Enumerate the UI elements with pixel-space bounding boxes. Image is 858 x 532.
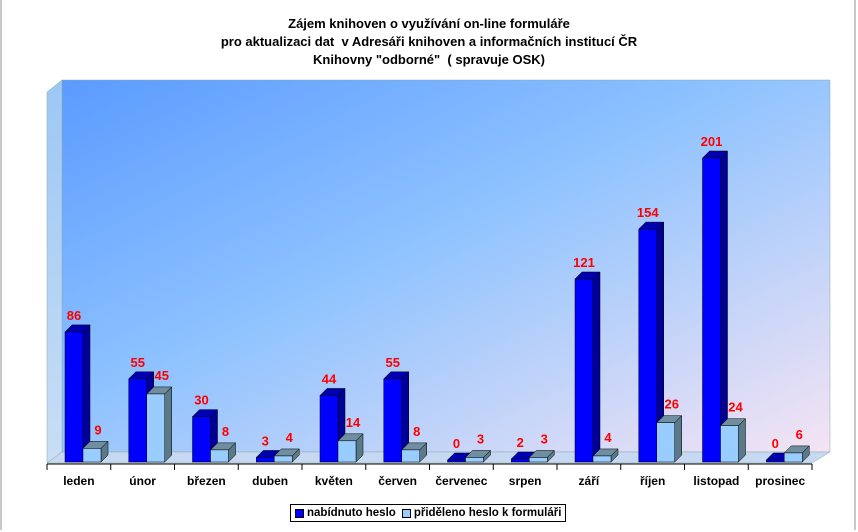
x-tick-label: listopad <box>693 474 739 488</box>
data-label: 3 <box>477 431 484 446</box>
bar-assigned <box>656 422 675 463</box>
bar-side <box>674 415 682 463</box>
title-line-3: Knihovny "odborné" ( spravuje OSK) <box>313 52 545 67</box>
data-label: 26 <box>665 397 679 412</box>
x-tick-label: září <box>579 474 600 488</box>
bar-assigned <box>210 449 229 463</box>
x-tick-label: duben <box>252 474 288 488</box>
bar-offered <box>638 228 657 463</box>
legend-label-assigned: přiděleno heslo k formuláři <box>413 507 562 519</box>
bar-assigned <box>274 455 293 463</box>
floor <box>46 451 831 464</box>
data-label: 8 <box>222 424 229 439</box>
data-label: 3 <box>541 431 548 446</box>
bar-assigned <box>784 452 803 463</box>
data-label: 4 <box>604 430 612 445</box>
x-tick-label: leden <box>63 474 94 488</box>
bar-offered <box>447 459 466 463</box>
bar-offered <box>574 278 594 463</box>
legend-swatch-assigned <box>401 508 411 518</box>
legend-item-assigned: přiděleno heslo k formuláři <box>401 507 562 519</box>
bar-side <box>592 271 601 463</box>
bar-offered <box>319 395 339 463</box>
chart-title: Zájem knihoven o využívání on-line formu… <box>0 15 858 69</box>
x-tick-label: prosinec <box>755 474 805 488</box>
bar-assigned <box>720 425 739 463</box>
data-label: 201 <box>701 134 723 149</box>
bar-offered <box>766 459 785 463</box>
title-line-1: Zájem knihoven o využívání on-line formu… <box>288 16 570 31</box>
data-label: 86 <box>67 308 81 323</box>
bar-side <box>82 324 91 463</box>
legend: nabídnuto heslo přiděleno heslo k formul… <box>290 504 567 522</box>
bar-assigned <box>401 449 420 463</box>
legend-swatch-offered <box>295 508 304 518</box>
data-label: 6 <box>796 427 803 442</box>
bar-assigned <box>146 393 165 463</box>
bar-offered <box>511 458 530 463</box>
data-label: 154 <box>637 205 659 220</box>
data-label: 2 <box>517 435 524 450</box>
data-label: 9 <box>94 422 101 437</box>
bar-assigned <box>337 440 357 463</box>
data-label: 3 <box>262 433 269 448</box>
data-label: 121 <box>573 255 595 270</box>
x-tick-label: červenec <box>435 474 487 488</box>
bar-offered <box>256 457 275 463</box>
x-tick-label: březen <box>187 474 226 488</box>
legend-label-offered: nabídnuto heslo <box>307 507 396 519</box>
data-label: 55 <box>386 355 400 370</box>
data-label: 30 <box>194 393 208 408</box>
title-line-2: pro aktualizaci dat v Adresáři knihoven … <box>220 34 638 49</box>
bar-assigned <box>82 448 102 463</box>
data-label: 44 <box>322 371 337 386</box>
bar-assigned <box>465 457 484 463</box>
x-tick-label: srpen <box>509 474 542 488</box>
x-tick-label: červen <box>378 474 417 488</box>
x-tick-label: únor <box>129 474 156 488</box>
data-label: 4 <box>286 430 294 445</box>
data-label: 55 <box>131 355 145 370</box>
legend-item-offered: nabídnuto heslo <box>295 507 396 519</box>
data-label: 45 <box>155 368 169 383</box>
bar-offered <box>702 157 721 463</box>
bar-offered <box>64 331 84 463</box>
data-label: 24 <box>728 400 743 415</box>
bar-offered <box>192 416 211 463</box>
x-tick-label: říjen <box>640 474 665 488</box>
side-wall <box>46 79 63 464</box>
data-label: 0 <box>772 436 779 451</box>
bar-offered <box>128 378 147 463</box>
bar-assigned <box>529 457 548 463</box>
data-label: 14 <box>346 415 361 430</box>
bar-offered <box>383 378 402 463</box>
x-tick-label: květen <box>315 474 353 488</box>
data-label: 0 <box>453 436 460 451</box>
bar-side <box>738 418 746 463</box>
data-label: 8 <box>413 424 420 439</box>
bar-side <box>164 386 172 463</box>
bar-side <box>720 150 728 463</box>
bar-assigned <box>592 455 612 463</box>
